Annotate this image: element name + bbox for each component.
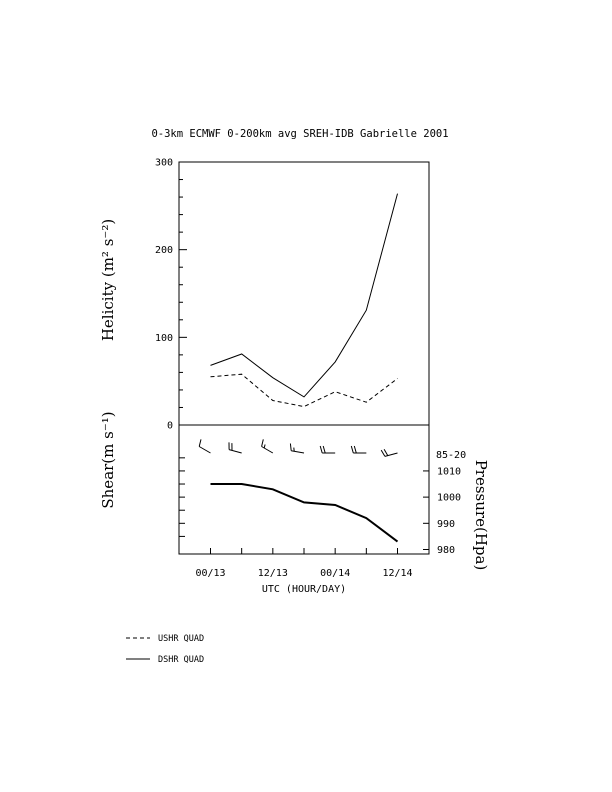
legend-label-ushr: USHR QUAD [158,634,204,644]
helicity-tick-label: 300 [155,158,173,169]
chart-title: 0-3km ECMWF 0-200km avg SREH-IDB Gabriel… [151,128,448,140]
helicity-plot-frame [178,161,430,426]
shear-barbs [198,439,398,457]
time-tick-label: 00/14 [320,568,350,579]
helicity-series [210,193,398,408]
legend: USHR QUAD DSHR QUAD [126,634,204,665]
pressure-left-ticks [179,457,185,537]
helicity-tick-label: 100 [155,333,173,344]
shear-barb [319,445,336,454]
time-tick-label: 12/14 [382,568,412,579]
time-axis-label: UTC (HOUR/DAY) [262,584,346,595]
series-line-ushr [210,373,398,408]
time-x-axis: 00/13 12/13 00/14 12/14 [195,548,413,579]
time-tick-label: 00/13 [195,568,225,579]
shear-pressure-plot-frame [178,424,430,555]
pressure-right-axis: 980 990 1000 1010 [423,466,461,556]
helicity-axis-label: Helicity (m² s⁻²) [99,219,117,341]
pressure-tick-label: 990 [437,519,455,530]
shear-barb [198,439,211,454]
helicity-tick-label: 0 [167,421,173,432]
helicity-tick-label: 200 [155,245,173,256]
shear-barb [289,443,305,454]
pressure-tick-label: 1000 [437,493,461,504]
shear-axis-label: Shear(m s⁻¹) [99,411,117,508]
barb-level-label: 85-20 [436,450,466,461]
time-tick-label: 12/13 [258,568,288,579]
pressure-line [210,483,399,543]
legend-label-dshr: DSHR QUAD [158,655,204,665]
shear-barb [380,449,398,457]
pressure-tick-label: 1010 [437,466,461,477]
pressure-tick-label: 980 [437,545,455,556]
series-line-dshr [210,193,398,398]
shear-barb [261,439,274,454]
pressure-axis-label: Pressure(Hpa) [472,460,490,571]
helicity-y-axis: 0 100 200 300 [155,158,187,432]
shear-barb [228,442,242,454]
pressure-series [210,483,399,543]
shear-barb [350,445,367,454]
